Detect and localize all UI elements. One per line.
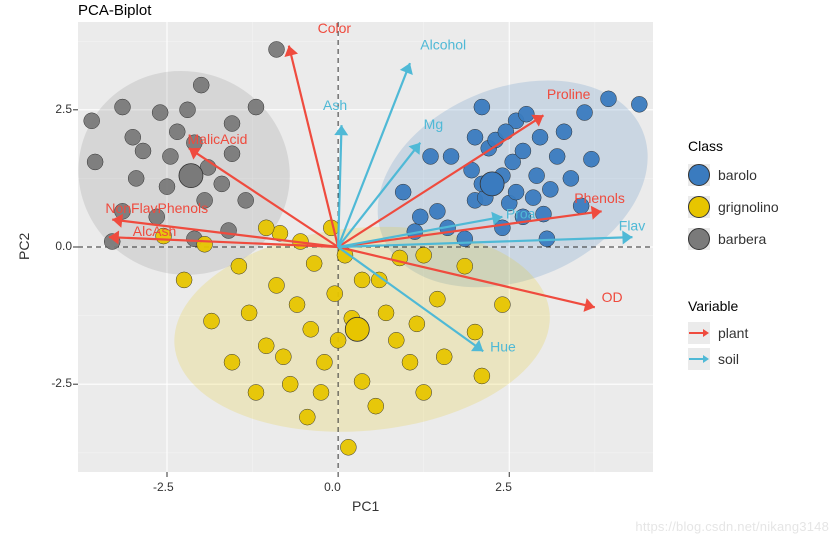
- svg-text:Proline: Proline: [547, 86, 591, 102]
- x-tick-label: -2.5: [153, 480, 174, 494]
- plot-title: PCA-Biplot: [78, 2, 151, 19]
- svg-text:AlcAsh: AlcAsh: [133, 223, 177, 239]
- y-tick-label: 2.5: [44, 102, 72, 116]
- x-tick-label: 0.0: [324, 480, 341, 494]
- legend-label: barbera: [718, 231, 766, 247]
- legend-variable-item: soil: [688, 348, 739, 370]
- legend-class-item: barbera: [688, 228, 766, 250]
- legend-label: barolo: [718, 167, 757, 183]
- svg-text:NonFlavPhenols: NonFlavPhenols: [105, 200, 208, 216]
- svg-text:Phenols: Phenols: [574, 190, 625, 206]
- plot-svg: Color MalicAcid NonFlavPhenols AlcAsh Prolin…: [0, 0, 835, 538]
- x-tick-label: 2.5: [495, 480, 512, 494]
- svg-text:Proa: Proa: [506, 205, 536, 221]
- x-axis-title: PC1: [352, 498, 379, 514]
- y-tick-label: -2.5: [44, 376, 72, 390]
- watermark: https://blog.csdn.net/nikang3148: [635, 519, 829, 534]
- legend-arrow-icon: [688, 322, 710, 344]
- legend-label: plant: [718, 325, 748, 341]
- svg-text:Ash: Ash: [323, 97, 347, 113]
- legend-label: soil: [718, 351, 739, 367]
- svg-text:Hue: Hue: [490, 338, 516, 354]
- svg-text:OD: OD: [602, 289, 623, 305]
- legend-arrow-icon: [688, 348, 710, 370]
- y-axis-title: PC2: [16, 233, 32, 260]
- legend-swatch: [688, 228, 710, 250]
- svg-text:MalicAcid: MalicAcid: [188, 131, 248, 147]
- legend-label: grignolino: [718, 199, 779, 215]
- legend-variable-title: Variable: [688, 298, 738, 314]
- y-tick-label: 0.0: [44, 239, 72, 253]
- svg-text:Alcohol: Alcohol: [420, 36, 466, 52]
- legend-class-item: grignolino: [688, 196, 779, 218]
- legend-variable-item: plant: [688, 322, 748, 344]
- svg-text:Flav: Flav: [619, 218, 645, 234]
- legend-swatch: [688, 196, 710, 218]
- legend-class-title: Class: [688, 138, 723, 154]
- legend-class-item: barolo: [688, 164, 757, 186]
- legend-swatch: [688, 164, 710, 186]
- svg-text:Color: Color: [318, 20, 352, 36]
- pca-biplot-figure: { "title": "PCA-Biplot", "axes": { "x": …: [0, 0, 835, 538]
- svg-text:Mg: Mg: [424, 116, 443, 132]
